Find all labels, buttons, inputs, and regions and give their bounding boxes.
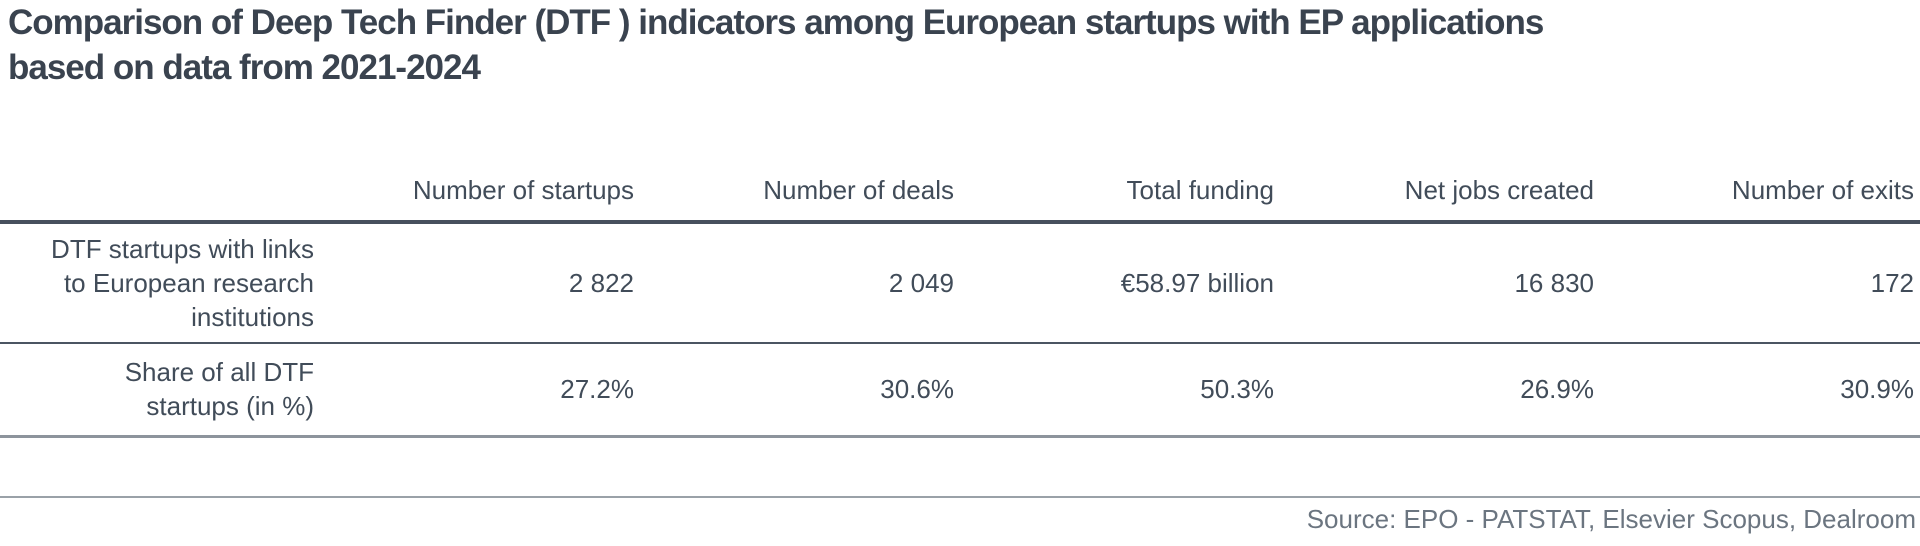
column-header-total-funding: Total funding bbox=[960, 0, 1280, 224]
cell-row1-startups: 27.2% bbox=[320, 343, 640, 438]
column-header-number-of-startups: Number of startups bbox=[320, 0, 640, 224]
table-row-dtf-startups: DTF startups with links to European rese… bbox=[0, 222, 1920, 344]
cell-row0-exits: 172 bbox=[1600, 222, 1920, 344]
cell-row1-jobs: 26.9% bbox=[1280, 343, 1600, 438]
column-header-number-of-exits: Number of exits bbox=[1600, 0, 1920, 224]
column-header-net-jobs-created: Net jobs created bbox=[1280, 0, 1600, 224]
cell-row1-deals: 30.6% bbox=[640, 343, 960, 438]
cell-row1-funding: 50.3% bbox=[960, 343, 1280, 438]
cell-row0-funding: €58.97 billion bbox=[960, 222, 1280, 344]
corner-cell bbox=[0, 0, 320, 224]
cell-row0-deals: 2 049 bbox=[640, 222, 960, 344]
table-row-share: Share of all DTF startups (in %) 27.2% 3… bbox=[0, 343, 1920, 438]
column-header-number-of-deals: Number of deals bbox=[640, 0, 960, 224]
spacer-cell bbox=[0, 436, 1920, 498]
cell-row1-exits: 30.9% bbox=[1600, 343, 1920, 438]
row-label-share: Share of all DTF startups (in %) bbox=[0, 343, 320, 438]
cell-row0-jobs: 16 830 bbox=[1280, 222, 1600, 344]
source-note: Source: EPO - PATSTAT, Elsevier Scopus, … bbox=[1306, 504, 1916, 534]
spacer-row bbox=[0, 436, 1920, 498]
indicators-table: Number of startups Number of deals Total… bbox=[0, 0, 1920, 498]
cell-row0-startups: 2 822 bbox=[320, 222, 640, 344]
row-label-dtf-startups: DTF startups with links to European rese… bbox=[0, 222, 320, 344]
header-row: Number of startups Number of deals Total… bbox=[0, 0, 1920, 224]
